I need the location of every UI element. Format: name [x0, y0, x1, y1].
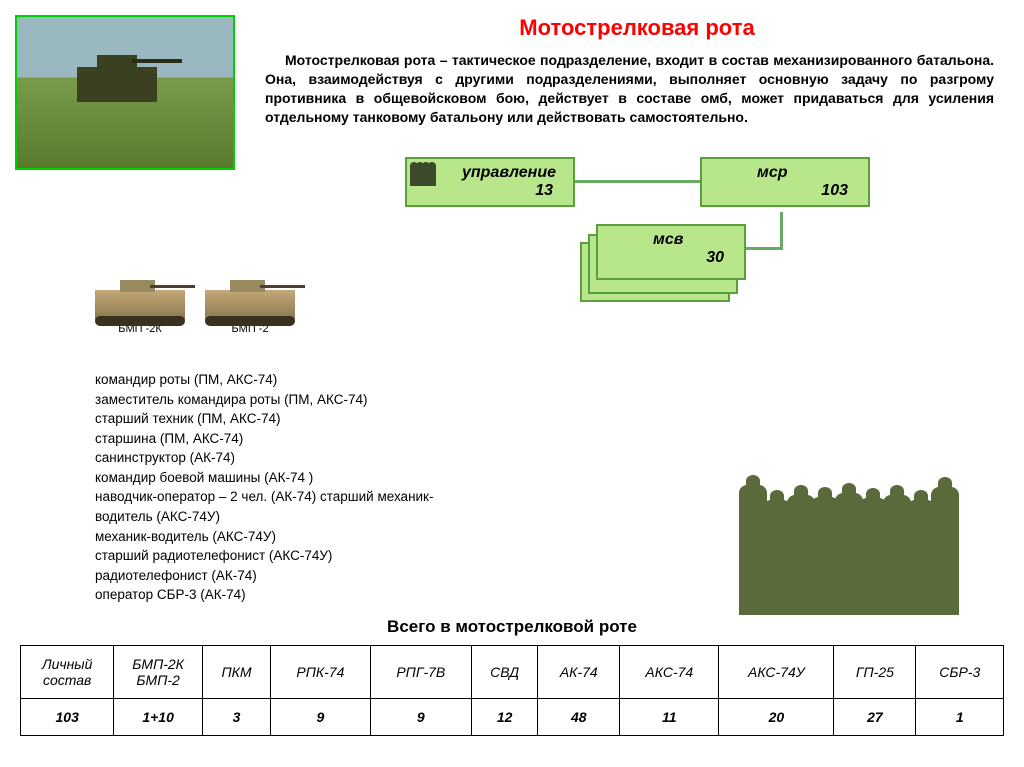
table-cell: 11: [620, 699, 719, 736]
table-title: Всего в мотострелковой роте: [0, 617, 1024, 637]
soldiers-illustration: [699, 465, 999, 615]
table-header: РПК-74: [271, 646, 371, 699]
org-box-command: управление 13: [405, 157, 575, 207]
org-count: 103: [712, 182, 858, 200]
roster-item: санинструктор (АК-74): [95, 448, 433, 468]
equipment-table: Личный состав БМП-2К БМП-2 ПКМ РПК-74 РП…: [20, 645, 1004, 736]
vehicle-bmp2: БМП -2: [205, 290, 295, 335]
roster-item: заместитель командира роты (ПМ, АКС-74): [95, 390, 433, 410]
table-header: ПКМ: [202, 646, 270, 699]
org-label: мср: [712, 164, 858, 182]
vehicle-bmp2k: БМП -2К: [95, 290, 185, 335]
roster-item: радиотелефонист (АК-74): [95, 566, 433, 586]
connector: [575, 180, 705, 183]
roster-item: механик-водитель (АКС-74У): [95, 527, 433, 547]
description-text: Мотострелковая рота – тактическое подраз…: [265, 51, 994, 127]
table-cell: 103: [21, 699, 114, 736]
connector: [780, 212, 783, 250]
table-cell: 20: [719, 699, 834, 736]
table-header: БМП-2К БМП-2: [114, 646, 202, 699]
roster-item: старший радиотелефонист (АКС-74У): [95, 546, 433, 566]
org-label: мсв: [608, 231, 734, 249]
org-chart: управление 13 мср 103 мсв 30: [10, 152, 1014, 302]
table-cell: 12: [471, 699, 537, 736]
org-box-platoon: мсв 30: [596, 224, 746, 280]
org-count: 30: [608, 249, 734, 267]
table-header: АКС-74: [620, 646, 719, 699]
tank-silhouette: [77, 67, 157, 102]
org-box-company: мср 103: [700, 157, 870, 207]
roster-item: старшина (ПМ, АКС-74): [95, 429, 433, 449]
roster-item: старший техник (ПМ, АКС-74): [95, 409, 433, 429]
table-header: СВД: [471, 646, 537, 699]
table-cell: 27: [834, 699, 916, 736]
table-cell: 3: [202, 699, 270, 736]
table-header: АК-74: [538, 646, 620, 699]
roster-item: командир боевой машины (АК-74 ): [95, 468, 433, 488]
table-header: АКС-74У: [719, 646, 834, 699]
table-header: СБР-3: [916, 646, 1004, 699]
roster-item: водитель (АКС-74У): [95, 507, 433, 527]
table-header: ГП-25: [834, 646, 916, 699]
table-cell: 48: [538, 699, 620, 736]
roster-item: командир роты (ПМ, АКС-74): [95, 370, 433, 390]
table-header: Личный состав: [21, 646, 114, 699]
table-cell: 9: [370, 699, 471, 736]
vehicle-icons: БМП -2К БМП -2: [95, 290, 295, 335]
table-cell: 9: [271, 699, 371, 736]
roster-item: наводчик-оператор – 2 чел. (АК-74) старш…: [95, 487, 433, 507]
hero-photo: [15, 15, 235, 170]
table-cell: 1: [916, 699, 1004, 736]
roster-list: командир роты (ПМ, АКС-74) заместитель к…: [95, 370, 433, 605]
table-header: РПГ-7В: [370, 646, 471, 699]
table-cell: 1+10: [114, 699, 202, 736]
page-title: Мотострелковая рота: [260, 15, 1014, 41]
roster-item: оператор СБР-3 (АК-74): [95, 585, 433, 605]
